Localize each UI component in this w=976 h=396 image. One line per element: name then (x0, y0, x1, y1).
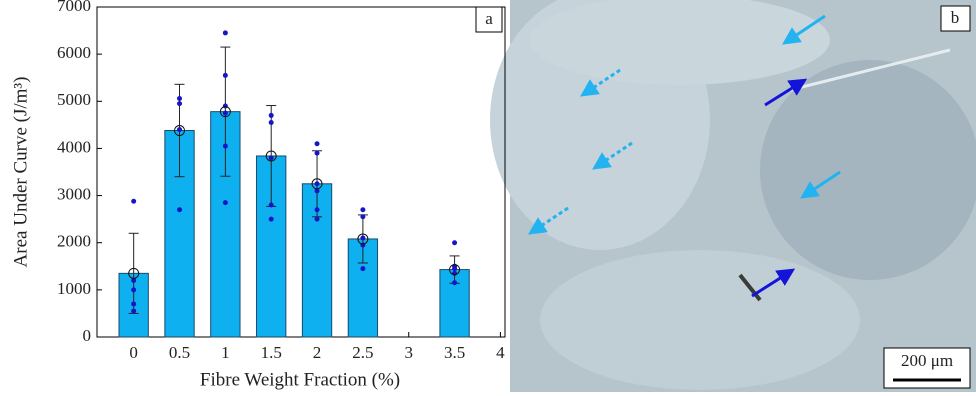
data-point (268, 155, 274, 161)
data-point (314, 216, 320, 222)
data-point (452, 280, 458, 286)
data-point (222, 103, 228, 109)
data-point (314, 188, 320, 194)
x-tick-label: 1.5 (261, 343, 282, 362)
panel-label: a (485, 9, 493, 28)
data-point (268, 112, 274, 118)
data-point (452, 266, 458, 272)
data-point (268, 202, 274, 208)
data-point (360, 207, 366, 213)
data-point (177, 95, 183, 101)
data-point (131, 277, 137, 283)
data-point (131, 198, 137, 204)
panel-label-box (475, 6, 503, 33)
data-point (131, 287, 137, 293)
x-tick-label: 2 (313, 343, 322, 362)
data-point (222, 200, 228, 206)
x-tick-label: 2.5 (352, 343, 373, 362)
data-point (360, 214, 366, 220)
data-point (177, 207, 183, 213)
x-tick-label: 3 (404, 343, 413, 362)
x-tick-label: 0.5 (169, 343, 190, 362)
y-axis-label: Area Under Curve (J/m³) (10, 77, 31, 268)
y-tick-label: 0 (83, 326, 92, 345)
micrograph: b 200 μm (490, 0, 976, 392)
data-point (177, 101, 183, 107)
data-point (222, 72, 228, 78)
data-point (452, 240, 458, 246)
data-point (314, 207, 320, 213)
data-point (314, 150, 320, 156)
panel-label: b (951, 8, 960, 27)
x-axis-label: Fibre Weight Fraction (%) (200, 369, 400, 390)
x-tick-label: 1 (221, 343, 230, 362)
mean-marker (357, 233, 369, 245)
data-point (222, 143, 228, 149)
data-point (222, 30, 228, 36)
mean-marker (265, 150, 277, 162)
data-point (131, 308, 137, 314)
data-point (314, 141, 320, 147)
data-point (314, 181, 320, 187)
y-tick-label: 6000 (57, 43, 91, 62)
y-tick-label: 2000 (57, 232, 91, 251)
mean-marker (174, 125, 186, 137)
y-tick-label: 3000 (57, 184, 91, 203)
y-tick-label: 4000 (57, 137, 91, 156)
data-point (268, 120, 274, 125)
scale-bar-label: 200 μm (901, 351, 953, 370)
data-point (268, 216, 274, 222)
y-tick-label: 5000 (57, 90, 91, 109)
mean-marker (311, 178, 323, 190)
x-tick-label: 0 (129, 343, 138, 362)
data-point (177, 127, 183, 133)
data-point (131, 301, 137, 307)
mean-marker (128, 267, 140, 279)
data-point (360, 235, 366, 241)
mean-marker (219, 106, 231, 118)
x-tick-label: 4 (496, 343, 505, 362)
data-point (452, 270, 458, 276)
data-point (222, 110, 228, 116)
x-tick-label: 3.5 (444, 343, 465, 362)
mean-marker (449, 264, 461, 276)
data-point (360, 266, 366, 272)
y-tick-label: 7000 (57, 0, 91, 15)
y-tick-label: 1000 (57, 279, 91, 298)
plot-frame (96, 6, 506, 338)
